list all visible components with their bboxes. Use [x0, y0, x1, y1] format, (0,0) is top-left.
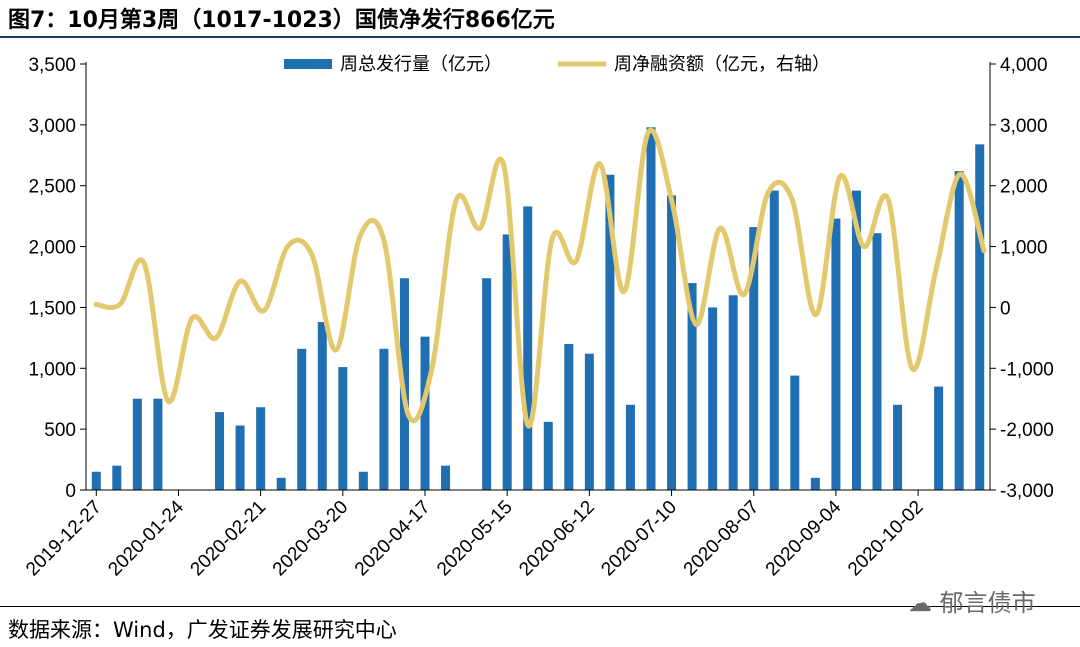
- x-tick-label: 2020-04-17: [351, 497, 435, 581]
- bar: [420, 336, 430, 490]
- y-right-tick-label: 4,000: [1000, 55, 1048, 76]
- bar: [276, 477, 286, 490]
- bar: [317, 322, 327, 490]
- bar: [851, 190, 861, 490]
- y-left-tick-label: 2,500: [28, 177, 76, 198]
- bar: [132, 398, 142, 490]
- y-right-tick-label: 3,000: [1000, 116, 1048, 137]
- bar: [338, 367, 348, 490]
- axes: 0 500 1,000 1,500 2,000 2,500 3,000 3,500 -3,000…: [22, 55, 1054, 580]
- bar: [482, 278, 492, 490]
- bar: [584, 353, 594, 490]
- watermark-label: 郁言债市: [939, 589, 1036, 617]
- legend-label-line: 周净融资额（亿元，右轴）: [614, 54, 830, 75]
- x-tick-label: 2020-06-12: [515, 497, 599, 581]
- bar: [297, 348, 307, 490]
- y-left-tick-label: 1,000: [28, 359, 76, 380]
- bar: [893, 404, 903, 490]
- x-tick-label: 2020-10-02: [844, 497, 928, 581]
- bar: [954, 171, 964, 490]
- bar: [667, 195, 677, 491]
- bar: [687, 283, 697, 490]
- y-right-tick-label: 2,000: [1000, 177, 1048, 198]
- x-tick-label: 2020-08-07: [680, 497, 764, 581]
- line-series-net-financing: [93, 127, 987, 429]
- y-right-tick-label: -1,000: [1000, 359, 1054, 380]
- bar: [790, 375, 800, 490]
- bar-series-total-issuance: [91, 127, 985, 491]
- watermark: ☁ 郁言债市: [908, 583, 1036, 618]
- y-left-tick-label: 3,500: [28, 55, 76, 76]
- y-right-tick-label: -2,000: [1000, 420, 1054, 441]
- y-left-tick-label: 1,500: [28, 298, 76, 319]
- bar: [605, 174, 615, 490]
- bar: [831, 218, 841, 490]
- x-tick-label: 2019-12-27: [22, 497, 106, 581]
- bar: [523, 206, 533, 491]
- bar: [625, 404, 635, 490]
- bar: [235, 425, 245, 490]
- bar: [112, 465, 122, 490]
- bar: [708, 307, 718, 490]
- legend-swatch-bar: [284, 59, 332, 69]
- bar: [769, 190, 779, 490]
- bar: [872, 233, 882, 490]
- bar: [91, 471, 101, 490]
- x-tick-label: 2020-07-10: [597, 497, 681, 581]
- bar: [564, 343, 574, 490]
- legend-label-bar: 周总发行量（亿元）: [340, 54, 502, 75]
- bar: [975, 144, 985, 490]
- y-left-tick-label: 500: [44, 420, 76, 441]
- y-right-tick-label: 0: [1000, 298, 1011, 319]
- x-tick-label: 2020-09-04: [762, 496, 846, 580]
- y-left-tick-label: 2,000: [28, 238, 76, 259]
- y-right-tick-label: 1,000: [1000, 238, 1048, 259]
- x-tick-label: 2020-03-20: [269, 497, 353, 581]
- bar: [379, 348, 389, 490]
- x-tick-label: 2020-02-21: [187, 497, 271, 581]
- bar: [502, 234, 512, 490]
- chart-canvas: 0 500 1,000 1,500 2,000 2,500 3,000 3,500 -3,000…: [22, 54, 1054, 580]
- source-divider: [0, 606, 1080, 607]
- bar: [646, 127, 656, 490]
- bar: [810, 477, 820, 490]
- bar: [934, 386, 944, 490]
- bar: [256, 407, 266, 490]
- source-note: 数据来源：Wind，广发证券发展研究中心: [8, 618, 397, 642]
- wechat-icon: ☁: [908, 589, 932, 617]
- bar: [358, 471, 368, 490]
- bar: [215, 412, 225, 490]
- y-left-tick-label: 0: [65, 481, 76, 502]
- bar: [728, 295, 738, 490]
- chart-title: 图7：10月第3周（1017-1023）国债净发行866亿元: [8, 8, 555, 33]
- bar: [749, 227, 759, 490]
- x-tick-label: 2020-01-24: [104, 496, 188, 580]
- y-left-tick-label: 3,000: [28, 116, 76, 137]
- legend: 周总发行量（亿元） 周净融资额（亿元，右轴）: [284, 54, 830, 75]
- title-divider: [0, 36, 1080, 38]
- bar: [153, 398, 163, 490]
- bar: [543, 421, 553, 490]
- x-tick-label: 2020-05-15: [433, 497, 517, 581]
- bar: [441, 465, 451, 490]
- y-right-tick-label: -3,000: [1000, 481, 1054, 502]
